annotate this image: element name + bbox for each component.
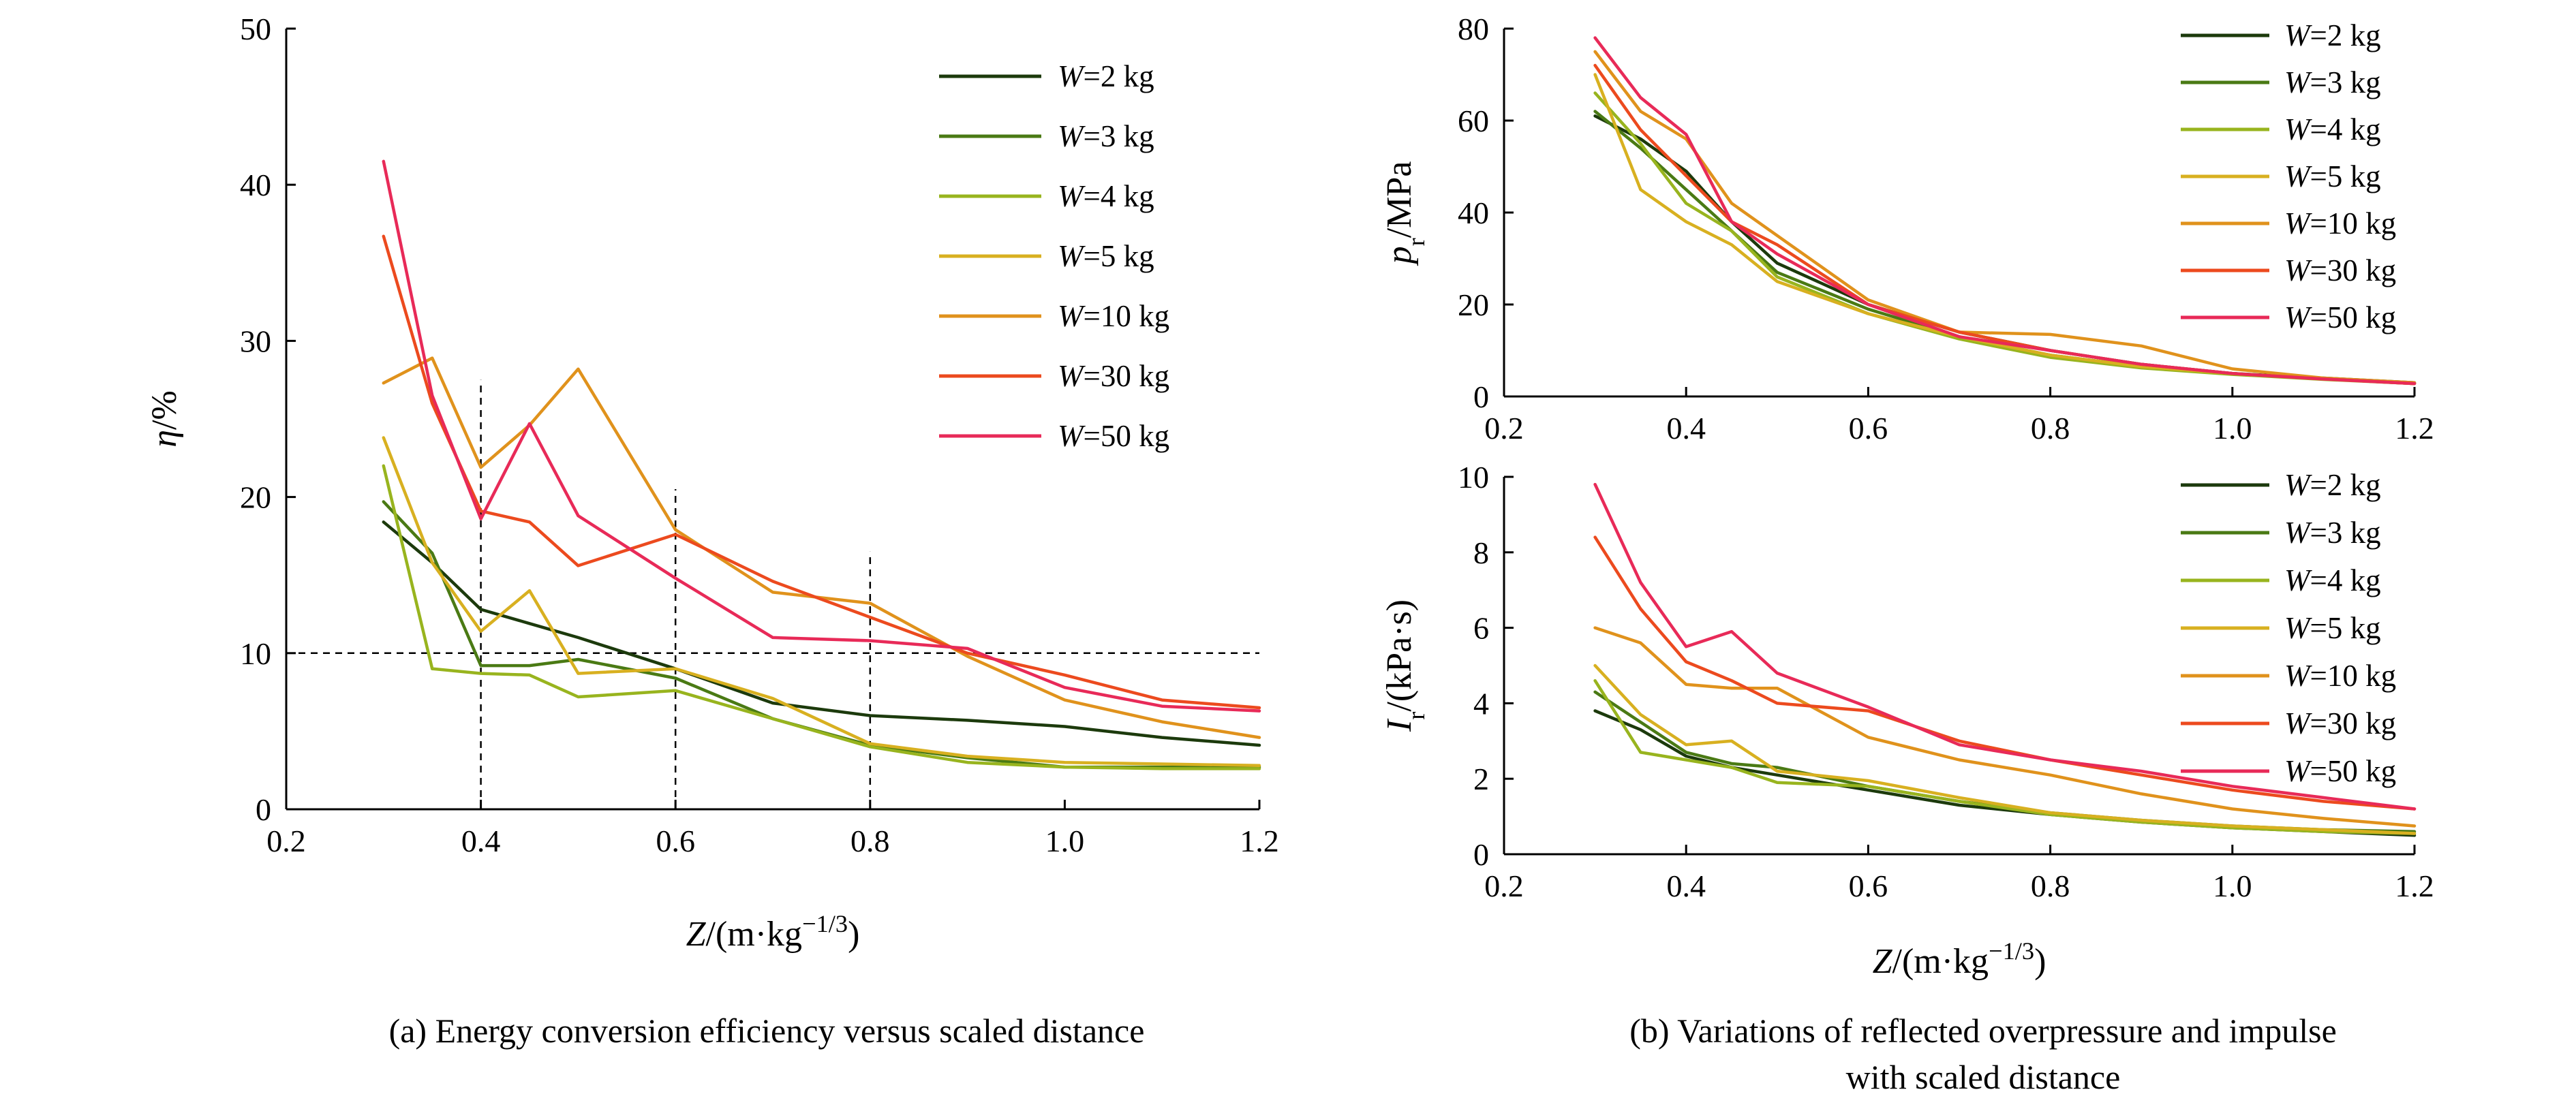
y-tick-label: 50 xyxy=(240,12,271,46)
series-line xyxy=(382,159,1261,713)
caption-a: (a) Energy conversion efficiency versus … xyxy=(389,1012,1145,1050)
series-line xyxy=(1593,663,2417,835)
x-tick-label: 0.4 xyxy=(1666,869,1706,903)
x-tick-label: 1.0 xyxy=(2213,411,2252,446)
legend-label: W=4 kg xyxy=(2284,112,2381,146)
x-tick-label: 0.8 xyxy=(850,824,890,858)
legend-label: W=2 kg xyxy=(2284,468,2381,502)
y-tick-label: 4 xyxy=(1473,686,1489,721)
x-tick-label: 0.8 xyxy=(2031,411,2070,446)
y-tick-label: 40 xyxy=(1458,196,1489,230)
x-tick-label: 0.8 xyxy=(2031,869,2070,903)
y-tick-label: 60 xyxy=(1458,104,1489,138)
legend-label: W=30 kg xyxy=(2284,253,2396,287)
y-tick-label: 20 xyxy=(240,480,271,515)
legend-label: W=2 kg xyxy=(2284,18,2381,52)
legend-label: W=4 kg xyxy=(2284,563,2381,597)
x-axis-label: Z/(m·kg−1/3) xyxy=(686,910,860,954)
series-line xyxy=(382,436,1261,768)
x-tick-label: 1.0 xyxy=(1045,824,1085,858)
series-line xyxy=(382,464,1261,770)
x-axis-label: Z/(m·kg−1/3) xyxy=(1873,937,2046,981)
x-tick-label: 1.2 xyxy=(1240,824,1279,858)
y-tick-label: 6 xyxy=(1473,611,1489,646)
x-tick-label: 0.4 xyxy=(1666,411,1706,446)
legend-label: W=30 kg xyxy=(2284,706,2396,740)
x-tick-label: 0.6 xyxy=(656,824,695,858)
y-tick-label: 0 xyxy=(256,792,271,827)
y-axis-label: Ir/(kPa·s) xyxy=(1380,599,1430,732)
legend-label: W=50 kg xyxy=(2284,300,2396,334)
y-tick-label: 10 xyxy=(240,636,271,671)
legend-label: W=10 kg xyxy=(2284,659,2396,693)
series-line xyxy=(382,356,1261,739)
y-axis-label: η/% xyxy=(145,390,184,448)
series-line xyxy=(382,520,1261,747)
y-tick-label: 8 xyxy=(1473,535,1489,570)
legend-label: W=2 kg xyxy=(1058,59,1154,93)
y-axis-label: pr/MPa xyxy=(1380,161,1430,267)
panel-b-overpressure-chart: 0.2 0.4 0.6 0.8 1.0 1.2 0 20 40 60 80 W=2 kg W=3 kg W… xyxy=(1380,12,2434,446)
caption-b-line2: with scaled distance xyxy=(1846,1058,2121,1096)
x-tick-label: 1.2 xyxy=(2395,869,2434,903)
series-line xyxy=(382,500,1261,769)
caption-b-line1: (b) Variations of reflected overpressure… xyxy=(1629,1012,2337,1050)
legend-label: W=50 kg xyxy=(1058,419,1169,453)
y-tick-label: 40 xyxy=(240,168,271,202)
y-tick-label: 30 xyxy=(240,324,271,358)
legend-label: W=50 kg xyxy=(2284,754,2396,788)
legend-label: W=30 kg xyxy=(1058,359,1169,393)
x-tick-label: 0.2 xyxy=(1484,411,1524,446)
series-line xyxy=(1593,678,2417,835)
y-tick-label: 10 xyxy=(1458,460,1489,495)
y-tick-label: 20 xyxy=(1458,287,1489,322)
x-tick-label: 1.2 xyxy=(2395,411,2434,446)
x-tick-label: 0.4 xyxy=(461,824,501,858)
legend-label: W=3 kg xyxy=(2284,65,2381,99)
x-tick-label: 0.6 xyxy=(1849,411,1888,446)
series-line xyxy=(1593,482,2417,811)
panel-a-efficiency-chart: 0.2 0.4 0.6 0.8 1.0 1.2 0 10 20 30 40 50 W=2 kg W=3 k… xyxy=(145,12,1279,954)
series-line xyxy=(1593,626,2417,828)
legend-label: W=4 kg xyxy=(1058,179,1154,213)
legend-label: W=10 kg xyxy=(1058,299,1169,333)
legend-label: W=5 kg xyxy=(2284,611,2381,645)
y-tick-label: 80 xyxy=(1458,12,1489,46)
x-tick-label: 1.0 xyxy=(2213,869,2252,903)
legend-label: W=5 kg xyxy=(1058,239,1154,273)
series-line xyxy=(1593,36,2417,386)
legend-label: W=3 kg xyxy=(1058,119,1154,153)
y-tick-label: 0 xyxy=(1473,379,1489,414)
y-tick-label: 2 xyxy=(1473,762,1489,796)
legend-label: W=10 kg xyxy=(2284,206,2396,240)
legend-label: W=3 kg xyxy=(2284,516,2381,550)
y-tick-label: 0 xyxy=(1473,837,1489,872)
x-tick-label: 0.2 xyxy=(1484,869,1524,903)
x-tick-label: 0.6 xyxy=(1849,869,1888,903)
series-line xyxy=(1593,50,2417,385)
legend-label: W=5 kg xyxy=(2284,159,2381,193)
panel-b-impulse-chart: 0.2 0.4 0.6 0.8 1.0 1.2 0 2 4 6 8 10 W=2 kg W=3 kg W=4… xyxy=(1380,460,2434,981)
series-line xyxy=(382,234,1261,710)
x-tick-label: 0.2 xyxy=(266,824,306,858)
